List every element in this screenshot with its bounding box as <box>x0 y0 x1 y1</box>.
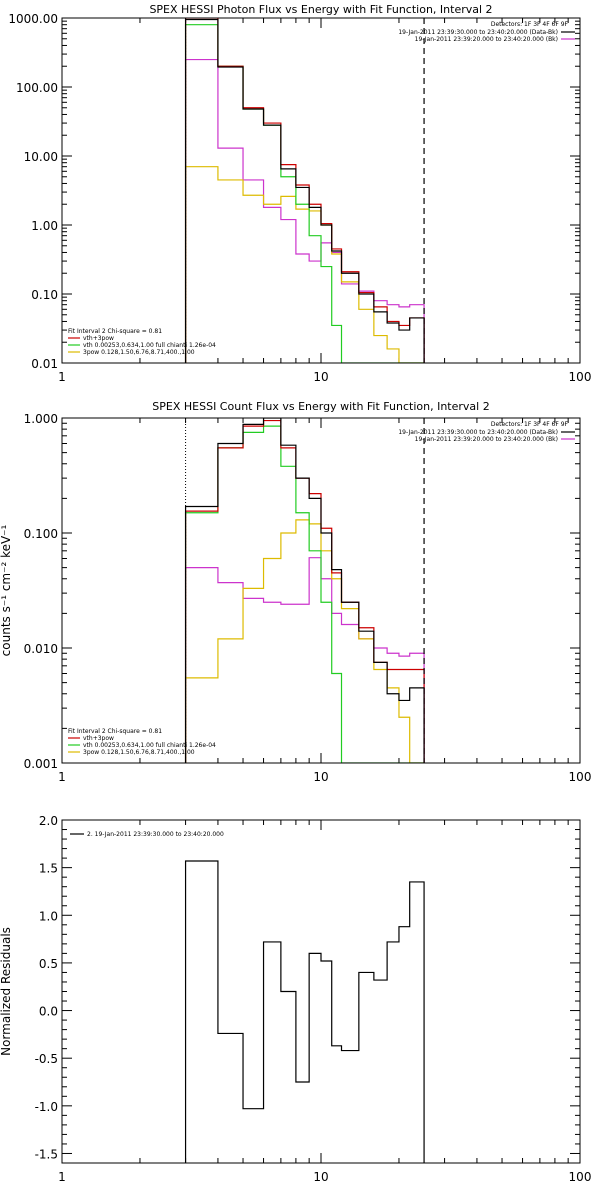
series-line-2 <box>184 24 425 363</box>
fit-legend-entry: 3pow 0.128,1.50,6.76,8.71,400.,1.00 <box>83 349 195 356</box>
y-tick-label: 2.0 <box>39 814 58 828</box>
fit-legend-entry: vth 0.00253,0.634,1.00 full chianti 1.26… <box>83 742 216 749</box>
y-tick-label: -1.0 <box>35 1100 58 1114</box>
fit-legend-entry: vth+3pow <box>83 335 114 342</box>
detectors-label: Detectors: 1F 3F 4F 6F 9F <box>491 21 569 28</box>
detectors-label: Detectors: 1F 3F 4F 6F 9F <box>491 421 569 428</box>
y-tick-label: 0.001 <box>24 757 58 771</box>
top-legend-entry: 19-Jan-2011 23:39:20.000 to 23:40:20.000… <box>415 436 558 443</box>
series-line-3 <box>184 58 425 363</box>
y-tick-label: 0.100 <box>24 527 58 541</box>
chart-panel-2: SPEX HESSI Count Flux vs Energy with Fit… <box>0 400 591 784</box>
y-axis-label: counts s⁻¹ cm⁻² keV⁻¹ <box>0 524 13 656</box>
fit-legend-header: Fit Interval 2 Chi-square = 0.81 <box>68 728 162 735</box>
y-tick-label: 1.5 <box>39 862 58 876</box>
x-tick-label: 1 <box>58 370 66 384</box>
series-line-4 <box>184 519 425 763</box>
x-tick-label: 100 <box>569 1170 592 1184</box>
chart-title: SPEX HESSI Photon Flux vs Energy with Fi… <box>149 3 492 16</box>
chart-panel-3: Normalized Residuals 1 10 100 2.0 1.5 1.0 0.5 0.… <box>0 814 591 1184</box>
y-tick-label: 0.010 <box>24 642 58 656</box>
series-line-vth-3pow <box>184 419 425 763</box>
y-tick-label: 1.0 <box>39 909 58 923</box>
y-tick-label: 1.00 <box>31 219 58 233</box>
fit-legend-entry: vth 0.00253,0.634,1.00 full chianti 1.26… <box>83 342 216 349</box>
series-line-1 <box>184 418 425 763</box>
series-line-vth-3pow <box>184 18 425 363</box>
x-tick-label: 100 <box>569 770 592 784</box>
fit-legend-header: Fit Interval 2 Chi-square = 0.81 <box>68 328 162 335</box>
fit-legend-entry: 3pow 0.128,1.50,6.76,8.71,400.,1.00 <box>83 749 195 756</box>
y-tick-label: 0.01 <box>31 357 58 371</box>
plot-frame <box>61 417 581 764</box>
y-tick-label: -0.5 <box>35 1052 58 1066</box>
y-tick-label: 100.00 <box>16 81 58 95</box>
x-tick-label: 10 <box>313 770 328 784</box>
x-tick-label: 100 <box>569 370 592 384</box>
series-line-0 <box>184 860 425 1163</box>
series-group <box>184 418 425 763</box>
y-tick-label: 0.0 <box>39 1005 58 1019</box>
y-tick-label: 0.5 <box>39 957 58 971</box>
series-line-4 <box>184 166 425 363</box>
x-tick-label: 10 <box>313 1170 328 1184</box>
x-tick-label: 1 <box>58 770 66 784</box>
x-tick-label: 1 <box>58 1170 66 1184</box>
series-group <box>184 860 425 1163</box>
plot-frame <box>61 819 581 1164</box>
chart-panel-1: SPEX HESSI Photon Flux vs Energy with Fi… <box>8 3 591 384</box>
y-tick-label: 1000.00 <box>8 12 58 26</box>
x-tick-label: 10 <box>313 370 328 384</box>
chart-title: SPEX HESSI Count Flux vs Energy with Fit… <box>152 400 489 413</box>
legend-entry: 2. 19-Jan-2011 23:39:30.000 to 23:40:20.… <box>87 831 224 838</box>
y-tick-label: -1.5 <box>35 1147 58 1161</box>
series-line-3 <box>184 557 425 763</box>
series-line-1 <box>184 18 425 363</box>
top-legend-entry: 19-Jan-2011 23:39:30.000 to 23:40:20.000… <box>398 429 558 436</box>
top-legend-entry: 19-Jan-2011 23:39:20.000 to 23:40:20.000… <box>415 36 558 43</box>
y-tick-label: 0.10 <box>31 288 58 302</box>
y-axis-label: Normalized Residuals <box>0 927 13 1056</box>
series-group <box>184 18 425 363</box>
plot-frame <box>61 17 581 364</box>
y-tick-label: 1.000 <box>24 412 58 426</box>
y-tick-label: 10.00 <box>24 150 58 164</box>
top-legend-entry: 19-Jan-2011 23:39:30.000 to 23:40:20.000… <box>398 29 558 36</box>
fit-legend-entry: vth+3pow <box>83 735 114 742</box>
series-line-2 <box>184 425 425 763</box>
